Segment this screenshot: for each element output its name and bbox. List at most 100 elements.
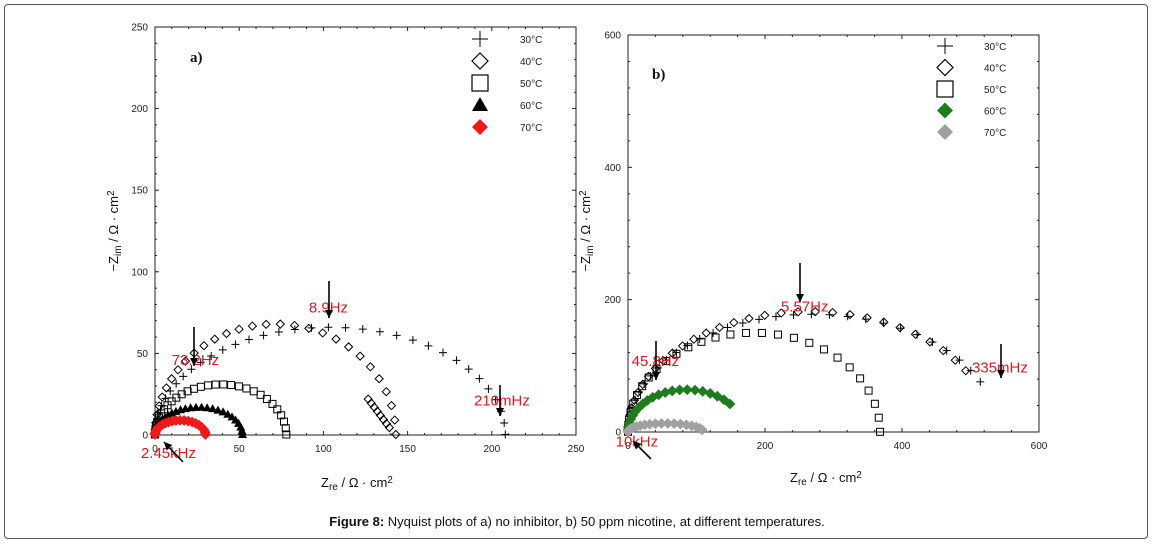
data-point <box>976 377 985 386</box>
data-point <box>211 380 220 389</box>
data-point <box>324 323 333 332</box>
annotation-335mHz: 335mHz <box>972 359 1028 376</box>
data-point <box>187 365 196 374</box>
data-point <box>363 394 373 404</box>
data-point <box>667 348 678 358</box>
caption-label: Figure 8: <box>329 514 385 529</box>
data-point <box>331 334 341 344</box>
data-point <box>452 356 461 365</box>
data-point <box>245 335 254 344</box>
data-point <box>355 351 365 361</box>
data-point <box>776 308 786 318</box>
legend-marker <box>936 58 954 77</box>
data-point <box>644 373 653 382</box>
data-point <box>501 430 510 439</box>
arrow-head <box>164 442 173 451</box>
data-point <box>744 313 754 324</box>
data-point <box>231 340 240 349</box>
data-point <box>928 338 937 347</box>
data-point <box>729 317 739 328</box>
legend-marker <box>936 80 954 98</box>
data-point <box>256 390 265 399</box>
data-point <box>381 418 392 429</box>
data-point <box>876 427 885 436</box>
data-point <box>805 338 814 347</box>
data-point <box>757 328 766 337</box>
data-point <box>341 323 350 332</box>
data-point <box>961 365 971 376</box>
data-point <box>242 384 251 393</box>
y-tick-label: 100 <box>131 267 148 278</box>
data-point <box>200 429 211 440</box>
panel-label: a) <box>190 50 203 66</box>
data-point <box>183 387 192 396</box>
data-point <box>697 385 709 397</box>
data-point <box>196 358 205 367</box>
data-point <box>845 309 855 320</box>
data-point <box>282 430 291 439</box>
data-point <box>392 331 401 340</box>
data-point <box>289 320 300 331</box>
data-point <box>714 322 725 333</box>
legend-marker <box>472 119 488 135</box>
data-point <box>629 399 638 408</box>
data-point <box>157 392 167 402</box>
data-point <box>789 333 798 342</box>
data-point <box>277 411 286 420</box>
arrow-head <box>496 408 504 416</box>
data-point <box>221 328 232 339</box>
data-point <box>207 351 216 360</box>
data-point <box>681 384 693 396</box>
data-point <box>223 409 233 418</box>
x-tick-label: 0 <box>625 441 631 452</box>
data-point <box>689 384 701 396</box>
data-point <box>701 328 711 338</box>
y-tick-label: 50 <box>137 349 149 360</box>
annotation-text: 2.45kHz <box>141 445 196 462</box>
data-point <box>475 374 484 383</box>
legend-label: 30°C <box>520 35 542 46</box>
y-axis-title: −Zim / Ω · cm2 <box>106 190 124 272</box>
data-point <box>661 357 670 366</box>
data-point <box>343 342 354 352</box>
data-point <box>180 356 191 366</box>
data-point <box>166 374 177 384</box>
x-tick-label: 0 <box>152 444 158 455</box>
data-point <box>684 343 693 352</box>
y-tick-label: 150 <box>131 186 148 197</box>
data-point <box>874 413 883 422</box>
chart-panel-a: 0 50 100 150 200 250 0 50 100 150 200 250 a) Zre / Ω … <box>106 23 585 494</box>
y-tick-label: 400 <box>604 163 621 174</box>
data-point <box>237 426 247 435</box>
data-point <box>966 366 975 375</box>
annotation-10kHz: 10kHz <box>616 434 659 451</box>
data-point <box>196 382 205 391</box>
legend-marker <box>937 102 953 119</box>
series-50°C <box>624 328 885 436</box>
y-tick-label: 600 <box>604 31 621 42</box>
data-point <box>718 394 730 406</box>
legend: 30°C 40°C 50°C 60°C 70°C <box>936 38 1006 140</box>
data-point <box>895 322 905 333</box>
data-point <box>365 362 376 372</box>
legend-marker <box>937 124 953 140</box>
data-point <box>755 315 764 324</box>
legend-label: 60°C <box>520 101 542 112</box>
data-point <box>689 334 699 344</box>
y-tick-label: 0 <box>142 431 148 442</box>
y-axis-title: −Zim / Ω · cm2 <box>578 190 596 272</box>
legend-marker <box>471 52 489 70</box>
data-point <box>723 323 732 332</box>
legend-marker <box>937 38 953 54</box>
data-point <box>259 331 268 340</box>
annotation-5.57Hz: 5.57Hz <box>781 299 829 316</box>
data-point <box>439 348 448 357</box>
data-point <box>390 415 400 425</box>
y-tick-label: 250 <box>131 23 148 34</box>
data-point <box>856 374 865 383</box>
data-point <box>845 363 854 372</box>
panel-label: b) <box>652 67 665 83</box>
data-point <box>366 398 376 408</box>
series-70°C <box>149 414 211 440</box>
